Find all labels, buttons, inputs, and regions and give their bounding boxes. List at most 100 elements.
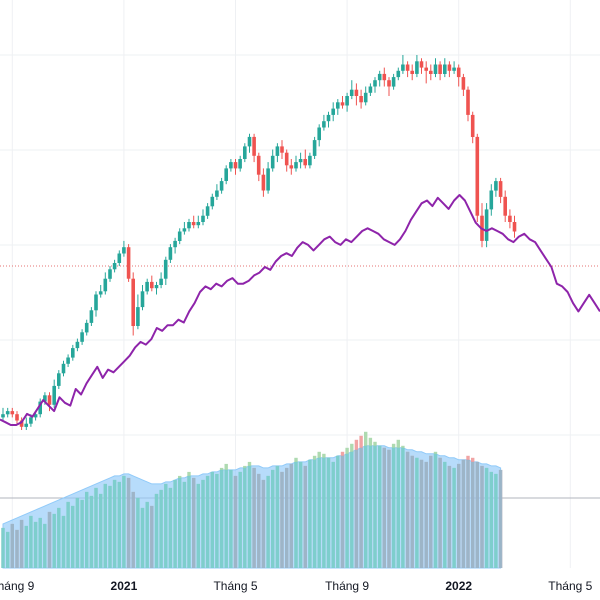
- candle-body: [210, 196, 215, 207]
- candle-body: [489, 190, 494, 210]
- candle: [438, 61, 442, 81]
- candle-body: [43, 395, 47, 402]
- candle-body: [131, 278, 135, 326]
- candle: [433, 58, 438, 78]
- volume-bar-overlay: [94, 487, 98, 568]
- candle: [298, 152, 303, 169]
- candle: [261, 168, 266, 197]
- volume-bar-overlay: [205, 475, 210, 568]
- volume-bar-overlay: [471, 461, 475, 568]
- candle: [80, 329, 84, 345]
- candle-body: [275, 146, 280, 156]
- candle-body: [187, 222, 191, 229]
- candle: [494, 177, 498, 197]
- volume-bar-overlay: [85, 491, 89, 568]
- candle-body: [215, 190, 219, 197]
- candle-body: [10, 411, 15, 415]
- volume-bar-overlay: [75, 497, 80, 568]
- volume-bar-overlay: [498, 469, 503, 568]
- candle: [75, 338, 80, 352]
- candle: [71, 344, 75, 361]
- candle-body: [29, 417, 33, 424]
- candle: [126, 244, 131, 282]
- candle: [363, 86, 368, 106]
- x-tick-label: Tháng 5: [548, 579, 592, 593]
- candle-body: [475, 136, 480, 216]
- candle: [456, 64, 461, 87]
- candle: [84, 319, 89, 336]
- volume-bar-overlay: [340, 455, 345, 568]
- candle-body: [438, 64, 442, 74]
- candle: [498, 177, 503, 204]
- volume-bar-overlay: [280, 471, 284, 568]
- candle: [275, 143, 280, 163]
- candle-body: [280, 146, 284, 153]
- volume-bar-overlay: [326, 457, 331, 568]
- candle: [205, 203, 210, 219]
- volume-bar-overlay: [238, 471, 242, 568]
- candle: [484, 203, 489, 248]
- candle: [503, 190, 507, 222]
- candle-body: [359, 96, 363, 103]
- volume-bar-overlay: [359, 447, 363, 568]
- volume-bar-overlay: [331, 461, 335, 568]
- candle-series: [1, 55, 517, 430]
- candle-body: [191, 222, 196, 226]
- volume-bar-overlay: [159, 489, 163, 568]
- candle-body: [177, 231, 182, 241]
- candle: [391, 73, 396, 90]
- candle-body: [447, 64, 452, 71]
- time-axis: Tháng 9 2021 Tháng 5 Tháng 9 2022 Tháng 5: [0, 579, 593, 593]
- volume-bar-overlay: [443, 461, 447, 568]
- volume-bar-overlay: [99, 493, 103, 568]
- candle: [10, 407, 15, 418]
- candle: [294, 155, 298, 172]
- candle: [210, 193, 215, 210]
- candle: [94, 291, 98, 317]
- candle-body: [238, 159, 242, 169]
- candle: [247, 133, 252, 153]
- volume-bar-overlay: [308, 459, 312, 568]
- candle: [52, 379, 56, 408]
- candle-body: [326, 114, 331, 122]
- volume-bar-overlay: [298, 461, 303, 568]
- candle: [452, 61, 456, 74]
- volume-bar-overlay: [387, 449, 391, 568]
- candle-body: [424, 67, 428, 71]
- candle: [191, 215, 196, 229]
- volume-bar-overlay: [219, 469, 224, 568]
- candle-body: [456, 67, 461, 78]
- volume-bar-overlay: [266, 475, 270, 568]
- volume-bar-overlay: [182, 481, 187, 568]
- candle: [387, 77, 391, 96]
- volume-bar-overlay: [391, 447, 396, 568]
- volume-bar-overlay: [178, 477, 182, 568]
- candle: [182, 222, 187, 235]
- candle: [368, 83, 373, 96]
- volume-bar-overlay: [131, 491, 135, 568]
- volume-bar-overlay: [294, 461, 298, 568]
- volume-bar-overlay: [480, 465, 484, 568]
- candle-body: [508, 215, 512, 222]
- volume-bar-overlay: [461, 459, 466, 568]
- candle: [475, 133, 480, 222]
- candle-body: [401, 64, 405, 71]
- candle-body: [298, 159, 303, 163]
- volume-bar-overlay: [108, 485, 112, 568]
- candle: [233, 159, 238, 175]
- volume-bar-overlay: [410, 455, 414, 568]
- candle: [312, 136, 317, 159]
- volume-bar-overlay: [261, 479, 266, 568]
- volume-bar-overlay: [322, 457, 326, 568]
- candle-body: [405, 64, 410, 71]
- candle-body: [19, 420, 24, 427]
- candle: [131, 272, 135, 336]
- indicator-line: [0, 194, 600, 426]
- candle: [66, 354, 70, 367]
- candle: [173, 237, 177, 254]
- volume-bar-overlay: [243, 467, 247, 568]
- candle: [322, 114, 326, 131]
- candle: [284, 149, 289, 172]
- candle-body: [66, 357, 70, 364]
